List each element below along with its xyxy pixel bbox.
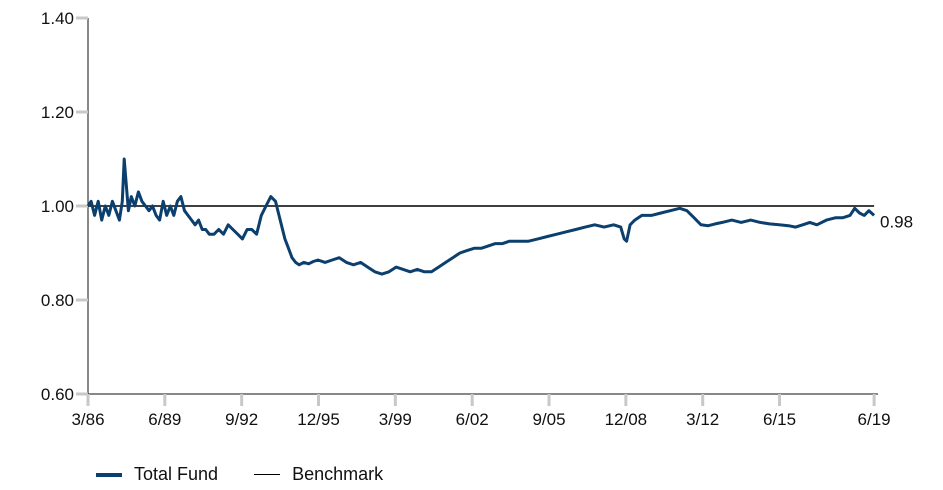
y-axis: 0.60 0.80 1.00 1.20 1.40 [41,9,89,404]
legend-swatch-total-fund [96,472,122,477]
y-tick-label: 1.20 [41,103,74,122]
x-tick-label: 6/19 [858,410,891,429]
legend-label-total-fund: Total Fund [134,464,219,484]
x-tick-label: 12/08 [605,410,648,429]
x-tick-label: 3/99 [379,410,412,429]
legend-swatch-benchmark [254,473,281,476]
x-tick-label: 9/05 [532,410,565,429]
y-tick-label: 0.80 [41,291,74,310]
x-tick-label: 3/86 [71,410,104,429]
y-tick-label: 1.40 [41,9,74,28]
x-tick-label: 9/92 [225,410,258,429]
x-tick-label: 6/15 [763,410,796,429]
line-chart: 0.600.801.001.201.40 3/86 6/89 9/92 12/95 3/… [41,9,913,429]
legend-item-benchmark: Benchmark [254,464,383,485]
total-fund-line [86,157,876,276]
legend-item-total-fund: Total Fund [96,464,218,485]
y-tick-label: 0.60 [41,385,74,404]
series-layer [86,157,876,276]
x-tick-label: 12/95 [297,410,340,429]
x-tick-label: 6/89 [148,410,181,429]
y-tick-label: 1.00 [41,197,74,216]
end-value-label: 0.98 [880,212,913,231]
x-axis: 3/86 6/89 9/92 12/95 3/99 6/02 9/05 12/08 3/12 6/… [71,393,891,429]
legend: Total Fund Benchmark [96,464,419,485]
legend-label-benchmark: Benchmark [292,464,384,484]
x-tick-label: 6/02 [456,410,489,429]
x-tick-label: 3/12 [686,410,719,429]
